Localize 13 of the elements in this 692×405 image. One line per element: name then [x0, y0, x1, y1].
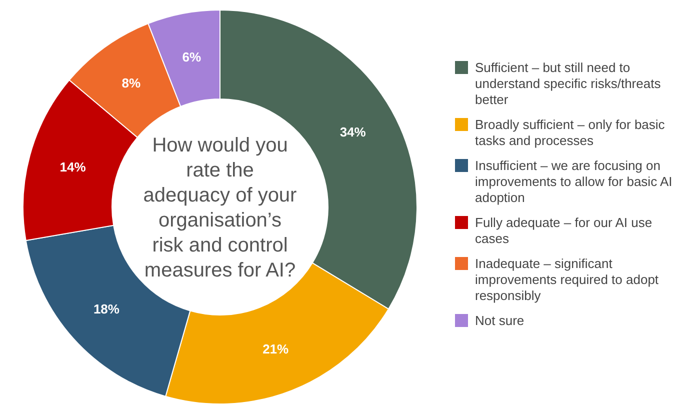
legend-label: Sufficient – but still need to understand specific risks/threats better	[475, 60, 662, 107]
legend-label: Fully adequate – for our AI use cases	[475, 215, 652, 246]
data-label: 21%	[262, 342, 290, 356]
data-label: 6%	[182, 50, 202, 65]
legend-label: Broadly sufficient – only for basic tasks and processes	[475, 117, 666, 148]
data-label: 34%	[340, 124, 366, 140]
legend-label: Not sure	[475, 313, 524, 328]
legend-label: Inadequate – significant improvements required to adopt responsibly	[475, 256, 659, 303]
legend-label: Insufficient – we are focusing on improvements to allow for basic AI adoption	[475, 158, 672, 205]
text: How would you rate the adequacy of your organisation’s risk and control measures for AI?	[143, 134, 298, 282]
data-label: 8%	[122, 76, 141, 91]
data-label: 14%	[60, 160, 86, 175]
data-label: 18%	[93, 301, 120, 316]
